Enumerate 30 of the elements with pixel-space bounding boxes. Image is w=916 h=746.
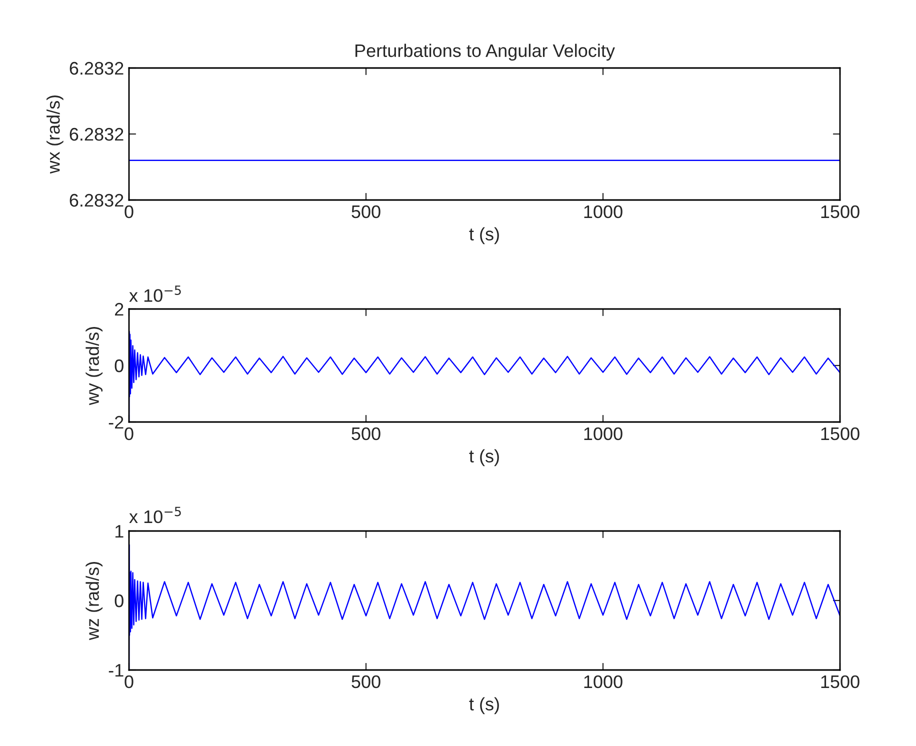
y-axis-title: wy (rad/s) xyxy=(86,326,103,406)
y-axis-title: wx (rad/s) xyxy=(46,95,64,174)
x-tick-label: 0 xyxy=(124,205,134,218)
x-tick-label: 500 xyxy=(352,427,380,440)
y-tick-label: 0 xyxy=(114,594,124,608)
y-tick-label: 6.2832 xyxy=(70,128,124,141)
x-tick-label: 1500 xyxy=(821,427,860,440)
y-tick-label: 1 xyxy=(115,525,124,538)
x-axis-title: t (s) xyxy=(469,449,499,466)
y-tick-label: 6.2832 xyxy=(70,194,124,207)
x-tick-label: 500 xyxy=(352,205,380,218)
y-axis-title: wz (rad/s) xyxy=(86,562,103,640)
text: x 10$^{−5}$ xyxy=(129,286,181,302)
text: x 10$^{−5}$ xyxy=(129,506,181,524)
x-tick-label: 1000 xyxy=(584,675,622,688)
x-axis-title: t (s) xyxy=(469,227,499,244)
x-tick-label: 500 xyxy=(352,675,380,688)
y-tick-label: -2 xyxy=(108,416,124,429)
chart-title: Perturbations to Angular Velocity xyxy=(356,44,615,61)
x-tick-label: 0 xyxy=(124,675,134,688)
x-tick-label: 0 xyxy=(124,427,134,440)
x-axis-title: t (s) xyxy=(469,697,499,714)
x-tick-label: 1500 xyxy=(821,205,860,218)
x-tick-label: 1500 xyxy=(821,675,860,688)
y-tick-label: 0 xyxy=(114,359,124,372)
y-tick-label: 6.2832 xyxy=(70,62,124,75)
x-tick-label: 1000 xyxy=(584,427,622,440)
x-tick-label: 1000 xyxy=(584,205,622,218)
y-tick-label: 2 xyxy=(115,302,124,316)
y-tick-label: -1 xyxy=(108,664,124,677)
